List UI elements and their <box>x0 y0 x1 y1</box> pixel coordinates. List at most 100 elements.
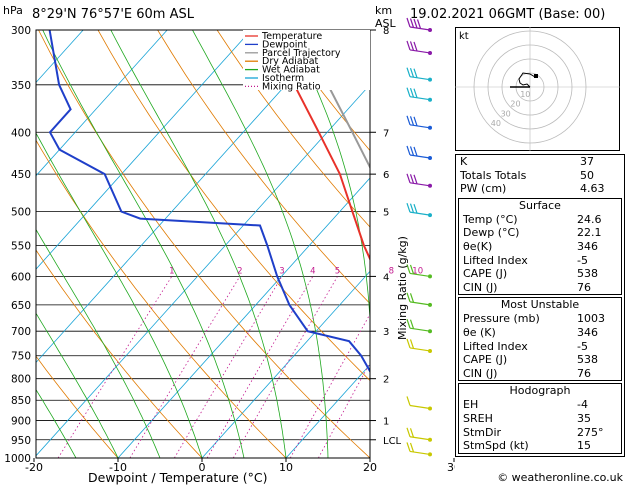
dry-adiabat-line <box>216 30 370 228</box>
profile-lines <box>48 30 370 374</box>
temperature-profile <box>267 30 370 262</box>
x-tick-label: 0 <box>199 461 206 474</box>
pressure-tick-label: 800 <box>11 374 31 386</box>
legend-label: Isotherm <box>262 73 304 84</box>
hodograph-stat-value: 275° <box>577 425 604 439</box>
surface-row: CIN (J) 76 <box>459 281 621 295</box>
legend-label: Dry Adiabat <box>262 56 319 67</box>
wind-barb-flag <box>413 174 418 184</box>
wind-barb-flag <box>413 18 418 29</box>
wind-barb-flag <box>416 19 422 29</box>
most-unstable-value: 346 <box>577 325 598 339</box>
wet-adiabat-line <box>36 228 161 458</box>
wind-barb-flag <box>406 40 411 51</box>
isotherm-line <box>36 30 252 270</box>
wind-barb-flag <box>409 41 415 51</box>
index-value: 37 <box>580 155 594 168</box>
wind-barb-flag <box>406 396 411 406</box>
hpa-unit-label: hPa <box>3 4 23 17</box>
wind-barb-flag <box>413 68 418 78</box>
mixing-ratio-line <box>371 276 455 458</box>
wet-adiabat-line <box>36 388 77 458</box>
surface-section: Surface Temp (°C) 24.6 Dewp (°C) 22.1 θe(K) 3… <box>458 197 622 296</box>
index-value: 4.63 <box>580 182 605 196</box>
most-unstable-row: θe (K) 346 <box>459 326 621 340</box>
surface-row: θe(K) 346 <box>459 240 621 254</box>
wind-barb-flag <box>406 17 411 28</box>
legend-label: Temperature <box>261 31 322 42</box>
surface-label: CIN (J) <box>463 280 498 294</box>
mixing-ratio-label: 8 <box>389 266 394 276</box>
most-unstable-label: Pressure (mb) <box>463 312 540 326</box>
pressure-tick-label: 1000 <box>4 453 31 465</box>
surface-row: Lifted Index -5 <box>459 254 621 268</box>
index-value: 50 <box>580 168 594 182</box>
wind-barb-flag <box>406 67 411 77</box>
most-unstable-value: 538 <box>577 353 598 367</box>
wind-barb-flag <box>406 292 411 303</box>
wet-adiabat-line <box>110 30 287 458</box>
wind-barb-flag <box>413 203 418 214</box>
wind-barb-flag <box>406 202 411 213</box>
asl-unit-label: ASL <box>375 17 396 30</box>
mixing-ratio-line <box>232 276 338 458</box>
dry-adiabat-line <box>36 355 119 458</box>
mixing-ratio-line <box>129 276 241 458</box>
pressure-tick-label: 500 <box>11 207 31 219</box>
dewpoint-profile <box>48 30 370 374</box>
km-tick-label: 2 <box>383 375 389 386</box>
wind-barb-flag <box>409 319 415 329</box>
wind-barb-flag <box>406 319 411 329</box>
surface-label: Temp (°C) <box>463 212 518 226</box>
surface-row: Dewp (°C) 22.1 <box>459 226 621 240</box>
wind-barb-flag <box>409 203 415 213</box>
pressure-tick-label: 700 <box>11 326 31 338</box>
wet-adiabat-line <box>42 30 245 458</box>
surface-label: CAPE (J) <box>463 267 508 281</box>
wind-barb-flag <box>409 442 415 453</box>
hodograph-stat-row: EH -4 <box>459 398 621 412</box>
surface-value: 24.6 <box>577 212 602 226</box>
surface-value: 76 <box>577 280 591 294</box>
pressure-tick-label: 750 <box>11 351 31 363</box>
wind-barb-flag <box>406 442 411 452</box>
most-unstable-label: CIN (J) <box>463 366 498 380</box>
mixing-ratio-labels: 12345810152025 <box>169 266 423 276</box>
mixing-ratio-axis-label: Mixing Ratio (g/kg) <box>396 236 409 340</box>
skewt-diagram: 3003504004505005506006507007508008509009… <box>4 17 455 474</box>
isotherm-line <box>36 84 370 457</box>
wind-barb-flag <box>409 264 415 275</box>
hodograph-line <box>518 72 536 88</box>
hodograph-ring-label: 40 <box>491 119 501 128</box>
pressure-tick-label: 400 <box>11 127 31 139</box>
legend-label: Mixing Ratio <box>262 81 321 92</box>
pressure-tick-label: 450 <box>11 169 31 181</box>
isotherm-line <box>117 177 370 458</box>
hodograph-trace <box>510 72 538 88</box>
wind-barb-flag <box>406 115 411 125</box>
parcel-trajectory-profile <box>292 30 370 170</box>
hodograph-stat-value: 35 <box>577 411 591 425</box>
km-tick-label: 7 <box>383 128 389 139</box>
index-label: Totals Totals <box>460 168 527 182</box>
dry-adiabat-line <box>36 139 287 458</box>
legend-label: Dewpoint <box>262 39 307 50</box>
x-tick-label: -20 <box>25 461 43 474</box>
mixing-ratio-label: 4 <box>310 266 315 276</box>
surface-value: 346 <box>577 239 598 253</box>
surface-value: -5 <box>577 253 588 267</box>
wind-barbs <box>406 17 432 457</box>
index-row: K 37 <box>456 155 624 169</box>
most-unstable-label: CAPE (J) <box>463 353 508 367</box>
mixing-ratio-line <box>206 276 314 458</box>
wind-barb-flag <box>409 88 415 98</box>
most-unstable-row: CAPE (J) 538 <box>459 353 621 367</box>
km-tick-label: 6 <box>383 170 389 181</box>
dry-adiabat-line <box>97 30 370 382</box>
dry-adiabat-line <box>276 30 370 152</box>
wind-barb-shaft <box>409 404 431 410</box>
most-unstable-section: Most Unstable Pressure (mb) 1003 θe (K) 346… <box>458 297 622 382</box>
mixing-ratio-line <box>174 276 283 458</box>
